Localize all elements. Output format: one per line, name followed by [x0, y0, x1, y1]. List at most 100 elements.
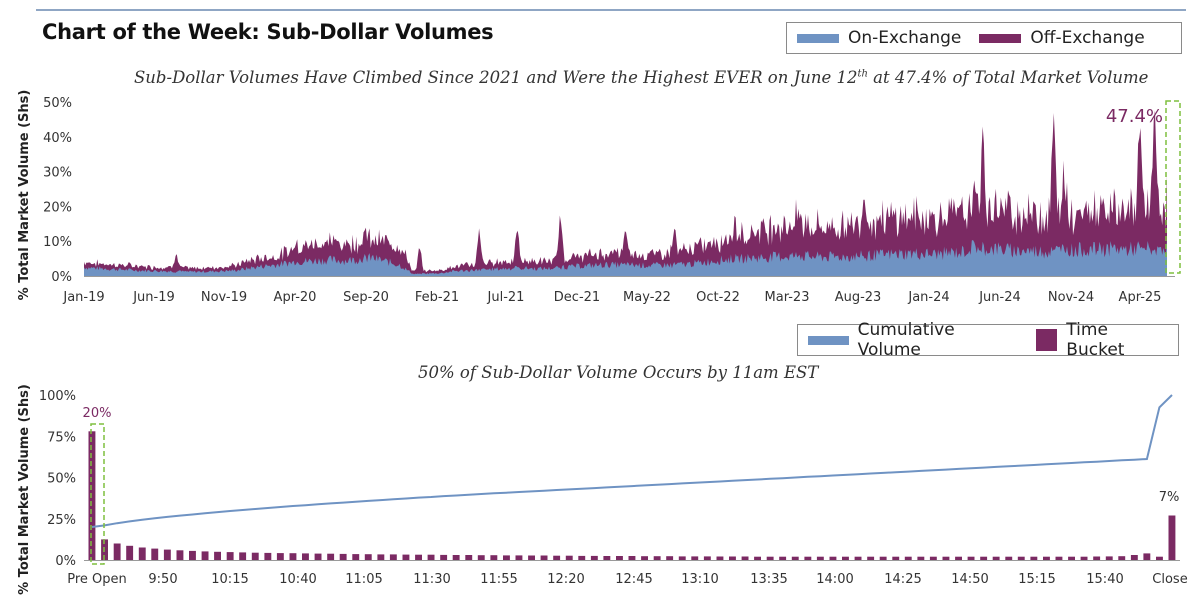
time-bucket-bar	[1130, 555, 1138, 560]
time-bucket-bar	[302, 553, 309, 560]
chart1-xtick-label: Mar-23	[765, 290, 810, 305]
time-bucket-bar	[364, 554, 372, 560]
chart1-xtick-label: Dec-21	[554, 290, 600, 305]
time-bucket-bar	[917, 556, 925, 560]
time-bucket-bar	[389, 554, 397, 560]
chart2-xtick-label: 14:50	[951, 572, 988, 587]
chart2-xtick-label: 14:25	[884, 572, 921, 587]
header-rule	[36, 9, 1186, 11]
time-bucket-bar	[1080, 556, 1088, 560]
time-bucket-bar	[578, 555, 586, 560]
chart2-xtick-label: Close	[1152, 572, 1187, 587]
chart1-xtick-label: Nov-19	[201, 290, 247, 305]
annotation-record-value: 47.4%	[1106, 106, 1163, 127]
time-bucket-bar	[553, 555, 561, 560]
time-bucket-bar	[754, 556, 761, 560]
time-bucket-bar	[540, 555, 548, 560]
time-bucket-bar	[904, 556, 912, 560]
time-bucket-bar	[829, 556, 837, 560]
chart2-ytick-label: 100%	[39, 389, 76, 404]
legend-item-time-bucket: Time Bucket	[1036, 320, 1168, 360]
time-bucket-bar	[779, 556, 787, 560]
time-bucket-bar	[314, 553, 322, 560]
time-bucket-bar	[452, 555, 460, 560]
chart1-ytick-label: 40%	[43, 131, 72, 146]
legend-label-time-bucket: Time Bucket	[1066, 320, 1125, 360]
time-bucket-bar	[138, 547, 146, 560]
time-bucket-bar	[327, 553, 335, 560]
legend-item-on-exchange: On-Exchange	[797, 28, 961, 48]
time-bucket-bar	[239, 552, 247, 560]
annotation-close: 7%	[1159, 490, 1180, 505]
legend-item-cumulative: Cumulative Volume	[808, 320, 1018, 360]
chart2-ytick-label: 50%	[47, 472, 76, 487]
chart1-ylabel: % Total Market Volume (Shs)	[17, 90, 32, 301]
series-off-exchange-area	[84, 110, 1167, 277]
time-bucket-bar	[603, 556, 611, 560]
legend-label-off-exchange: Off-Exchange	[1030, 28, 1145, 48]
chart2-xtick-label: 12:20	[547, 572, 584, 587]
time-bucket-bar	[528, 555, 535, 560]
chart1-xtick-label: Jul-21	[487, 290, 525, 305]
time-bucket-bar	[440, 554, 448, 560]
time-bucket-bar	[590, 555, 598, 560]
cumulative-volume-line	[91, 394, 1173, 528]
time-bucket-bar	[967, 556, 975, 560]
time-bucket-bar	[201, 551, 209, 560]
time-bucket-bar	[402, 554, 410, 560]
chart1-xtick-label: Feb-21	[415, 290, 459, 305]
time-bucket-bar	[264, 552, 272, 560]
time-bucket-bar	[214, 551, 221, 561]
chart1-xtick-label: Jan-24	[907, 290, 949, 305]
time-bucket-bar	[741, 556, 749, 560]
time-bucket-bar	[1005, 556, 1013, 560]
time-bucket-bar	[289, 553, 297, 560]
chart2-xtick-label: 11:05	[345, 572, 382, 587]
time-bucket-bar	[1055, 556, 1063, 560]
time-bucket-bar	[678, 556, 686, 560]
chart2-xtick-label: 11:55	[480, 572, 517, 587]
chart1-ytick-label: 0%	[51, 270, 72, 285]
chart2-ylabel: % Total Market Volume (Shs)	[17, 384, 32, 595]
time-bucket-bar	[653, 556, 661, 560]
chart2-xtick-label: 15:40	[1086, 572, 1123, 587]
time-bucket-bar	[176, 550, 184, 560]
time-bucket-bar	[339, 553, 347, 560]
time-bucket-bar	[791, 556, 799, 560]
time-bucket-bar	[929, 556, 937, 560]
highlight-box-record	[1165, 100, 1181, 274]
time-bucket-bar	[666, 556, 674, 560]
time-bucket-bar	[465, 555, 473, 560]
time-bucket-bar	[1168, 515, 1176, 560]
chart1-xtick-label: Jun-19	[132, 290, 175, 305]
time-bucket-bar	[1118, 556, 1126, 560]
time-bucket-bar	[565, 555, 573, 560]
chart2-ytick-label: 25%	[47, 513, 76, 528]
time-bucket-bar	[628, 556, 636, 560]
time-bucket-bar	[490, 555, 498, 560]
time-bucket-bar	[980, 556, 988, 560]
page-title: Chart of the Week: Sub-Dollar Volumes	[42, 20, 494, 44]
time-bucket-bar	[377, 554, 385, 560]
series-on-exchange-area	[84, 239, 1167, 276]
legend-intraday: Cumulative Volume Time Bucket	[797, 320, 1179, 360]
legend-swatch-on-exchange	[797, 33, 839, 43]
chart1-ytick-label: 10%	[43, 235, 72, 250]
chart2-xtick-label: 14:00	[816, 572, 853, 587]
time-bucket-bar	[854, 556, 862, 560]
time-bucket-bar	[616, 556, 623, 560]
time-bucket-bar	[1156, 556, 1163, 560]
time-bucket-bar	[992, 556, 1000, 560]
legend-swatch-off-exchange	[979, 33, 1022, 43]
time-bucket-bar	[226, 552, 234, 560]
time-bucket-bar	[251, 552, 259, 560]
time-bucket-bar	[691, 556, 699, 560]
time-bucket-bar	[276, 553, 284, 560]
time-bucket-bar	[1068, 556, 1075, 560]
time-bucket-bar	[515, 555, 523, 560]
chart1-xtick-label: Aug-23	[835, 290, 882, 305]
chart2-ytick-label: 75%	[47, 430, 76, 445]
time-bucket-bar	[1143, 553, 1151, 560]
chart2-xtick-label: 15:15	[1018, 572, 1055, 587]
